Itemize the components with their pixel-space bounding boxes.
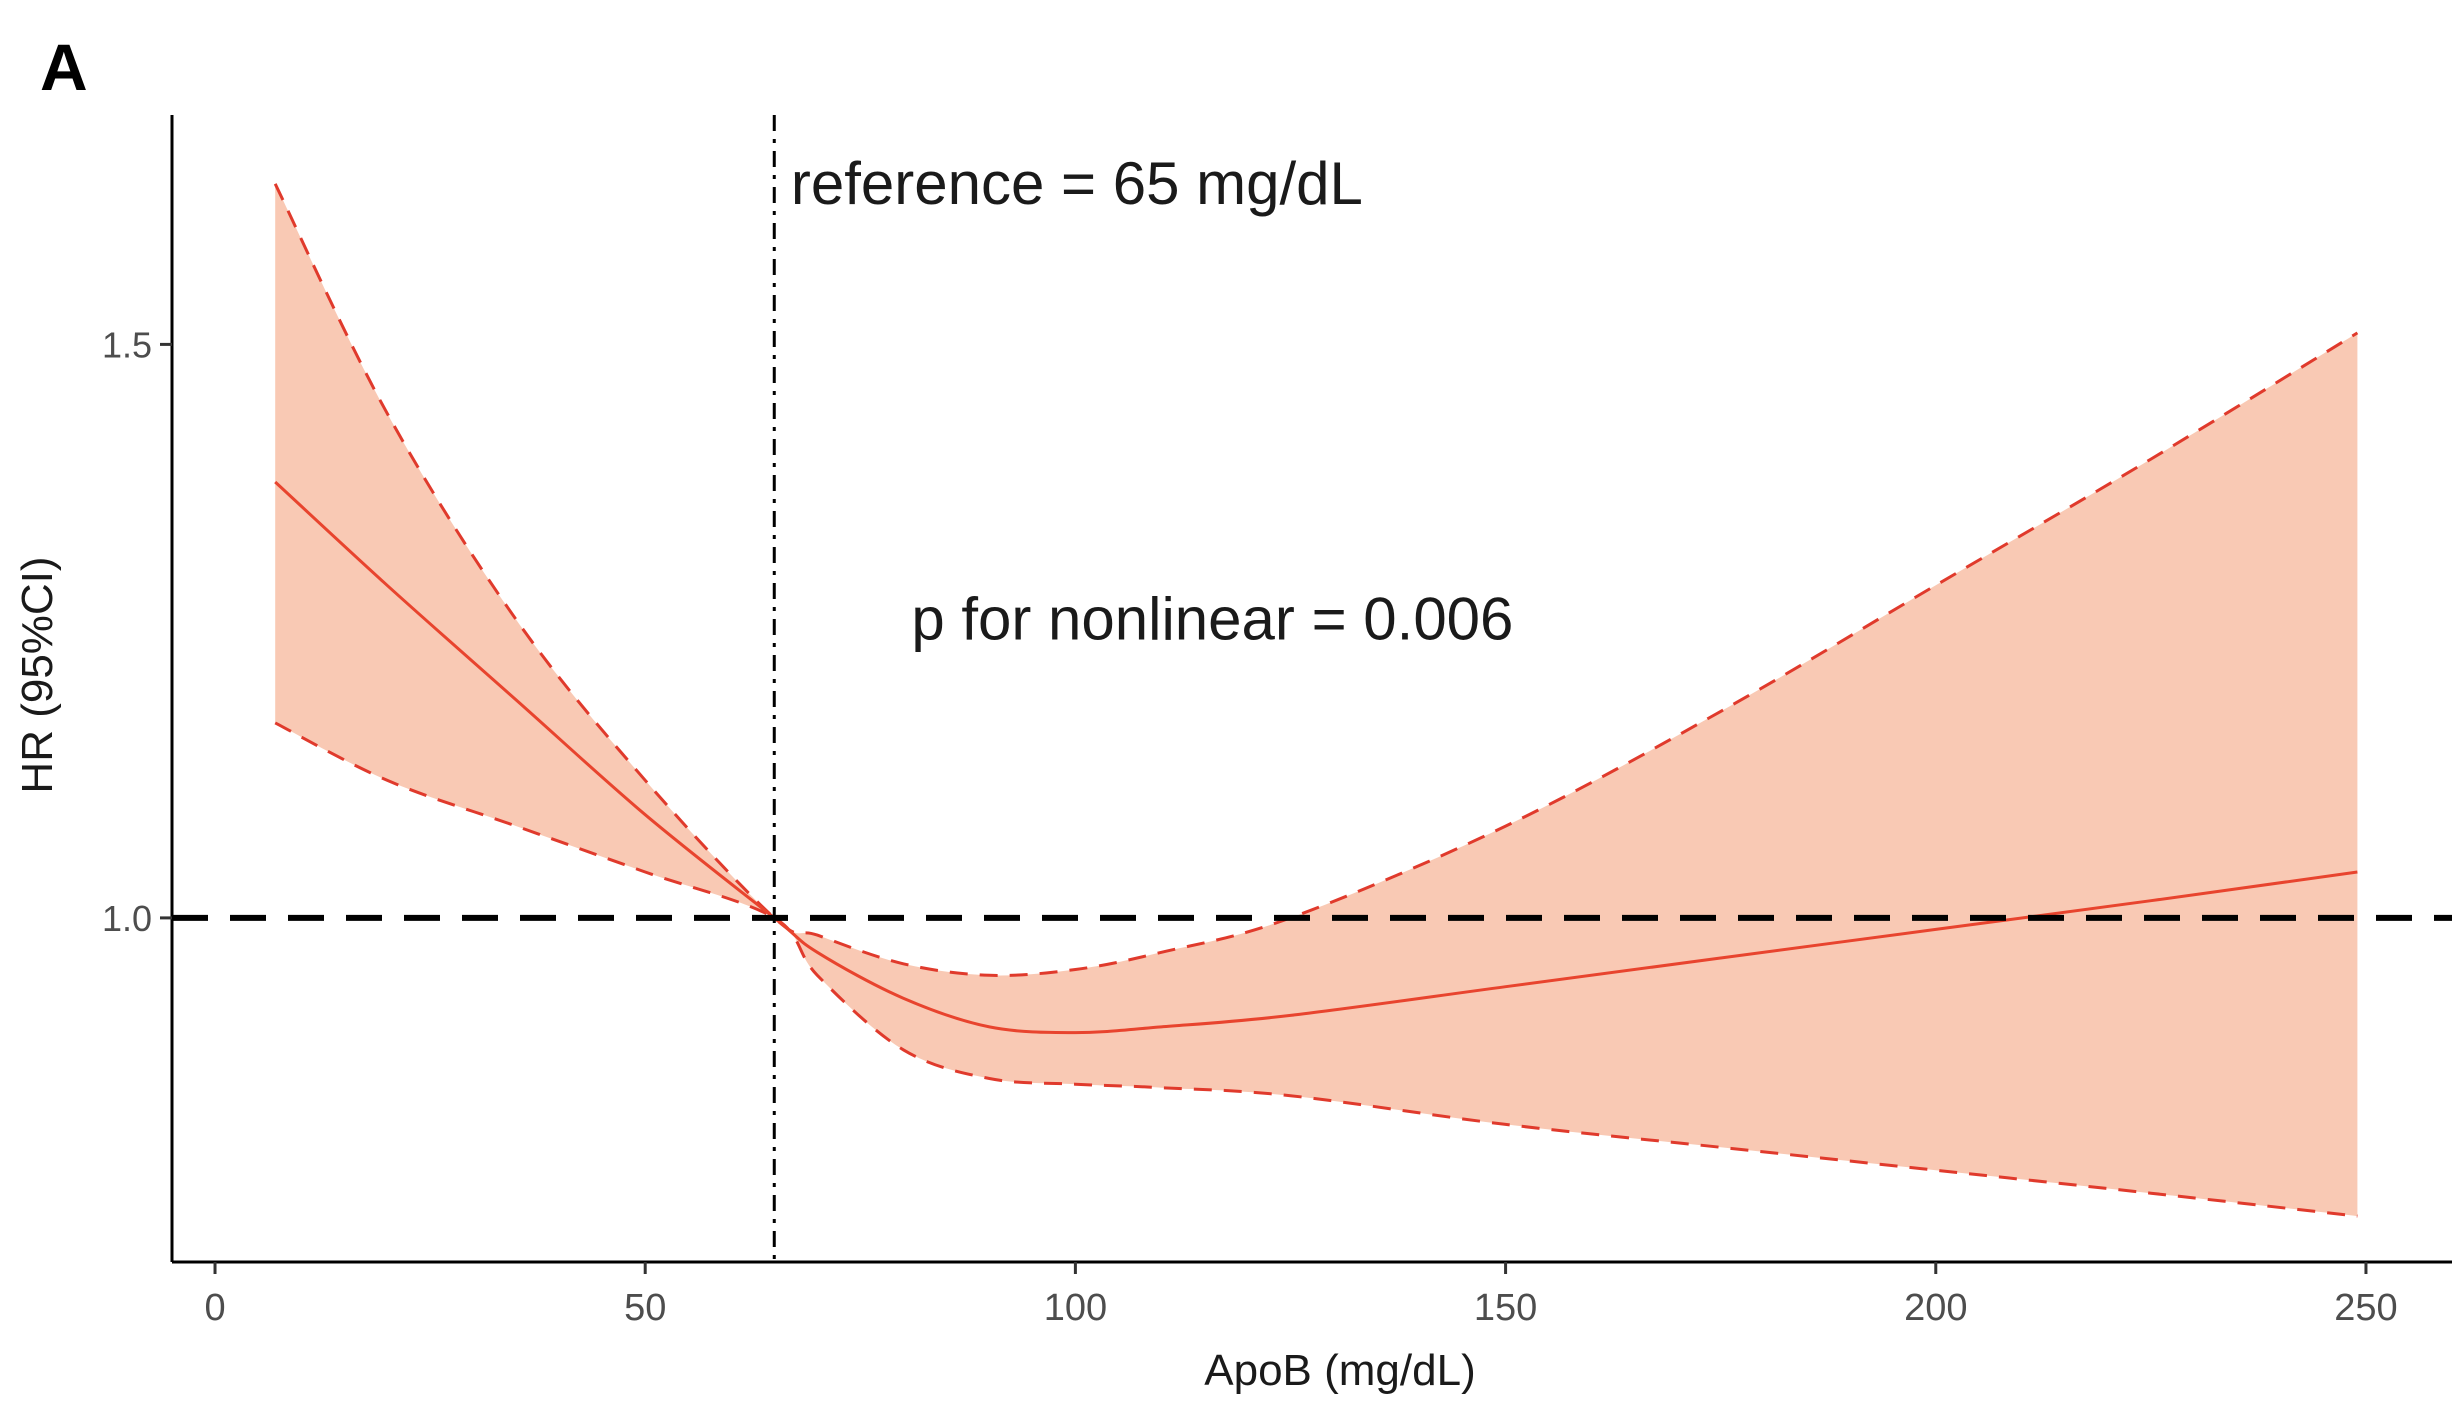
panel-label: A <box>40 30 88 104</box>
x-ticks: 0 50 100 150 200 250 <box>204 1262 2398 1329</box>
y-axis-label: HR (95%CI) <box>13 556 62 793</box>
x-tick-label: 150 <box>1474 1287 1537 1329</box>
y-ticks: 1.0 1.5 <box>102 324 172 939</box>
ci-lower-line <box>274 721 2358 1218</box>
y-tick-label: 1.5 <box>102 324 152 365</box>
x-tick-label: 250 <box>2334 1287 2397 1329</box>
x-tick-label: 100 <box>1044 1287 1107 1329</box>
x-axis-label: ApoB (mg/dL) <box>1204 1346 1475 1395</box>
p-value-annotation: p for nonlinear = 0.006 <box>911 586 1513 653</box>
ci-band <box>275 183 2358 1217</box>
reference-annotation: reference = 65 mg/dL <box>791 150 1363 217</box>
plot-layer <box>172 115 2452 1262</box>
axes: 0 50 100 150 200 250 1.0 1.5 <box>102 115 2452 1329</box>
x-tick-label: 200 <box>1904 1287 1967 1329</box>
y-tick-label: 1.0 <box>102 898 152 939</box>
hr-line <box>274 480 2358 1035</box>
x-tick-label: 0 <box>204 1287 225 1329</box>
x-tick-label: 50 <box>624 1287 666 1329</box>
ci-upper-line <box>273 183 2359 977</box>
